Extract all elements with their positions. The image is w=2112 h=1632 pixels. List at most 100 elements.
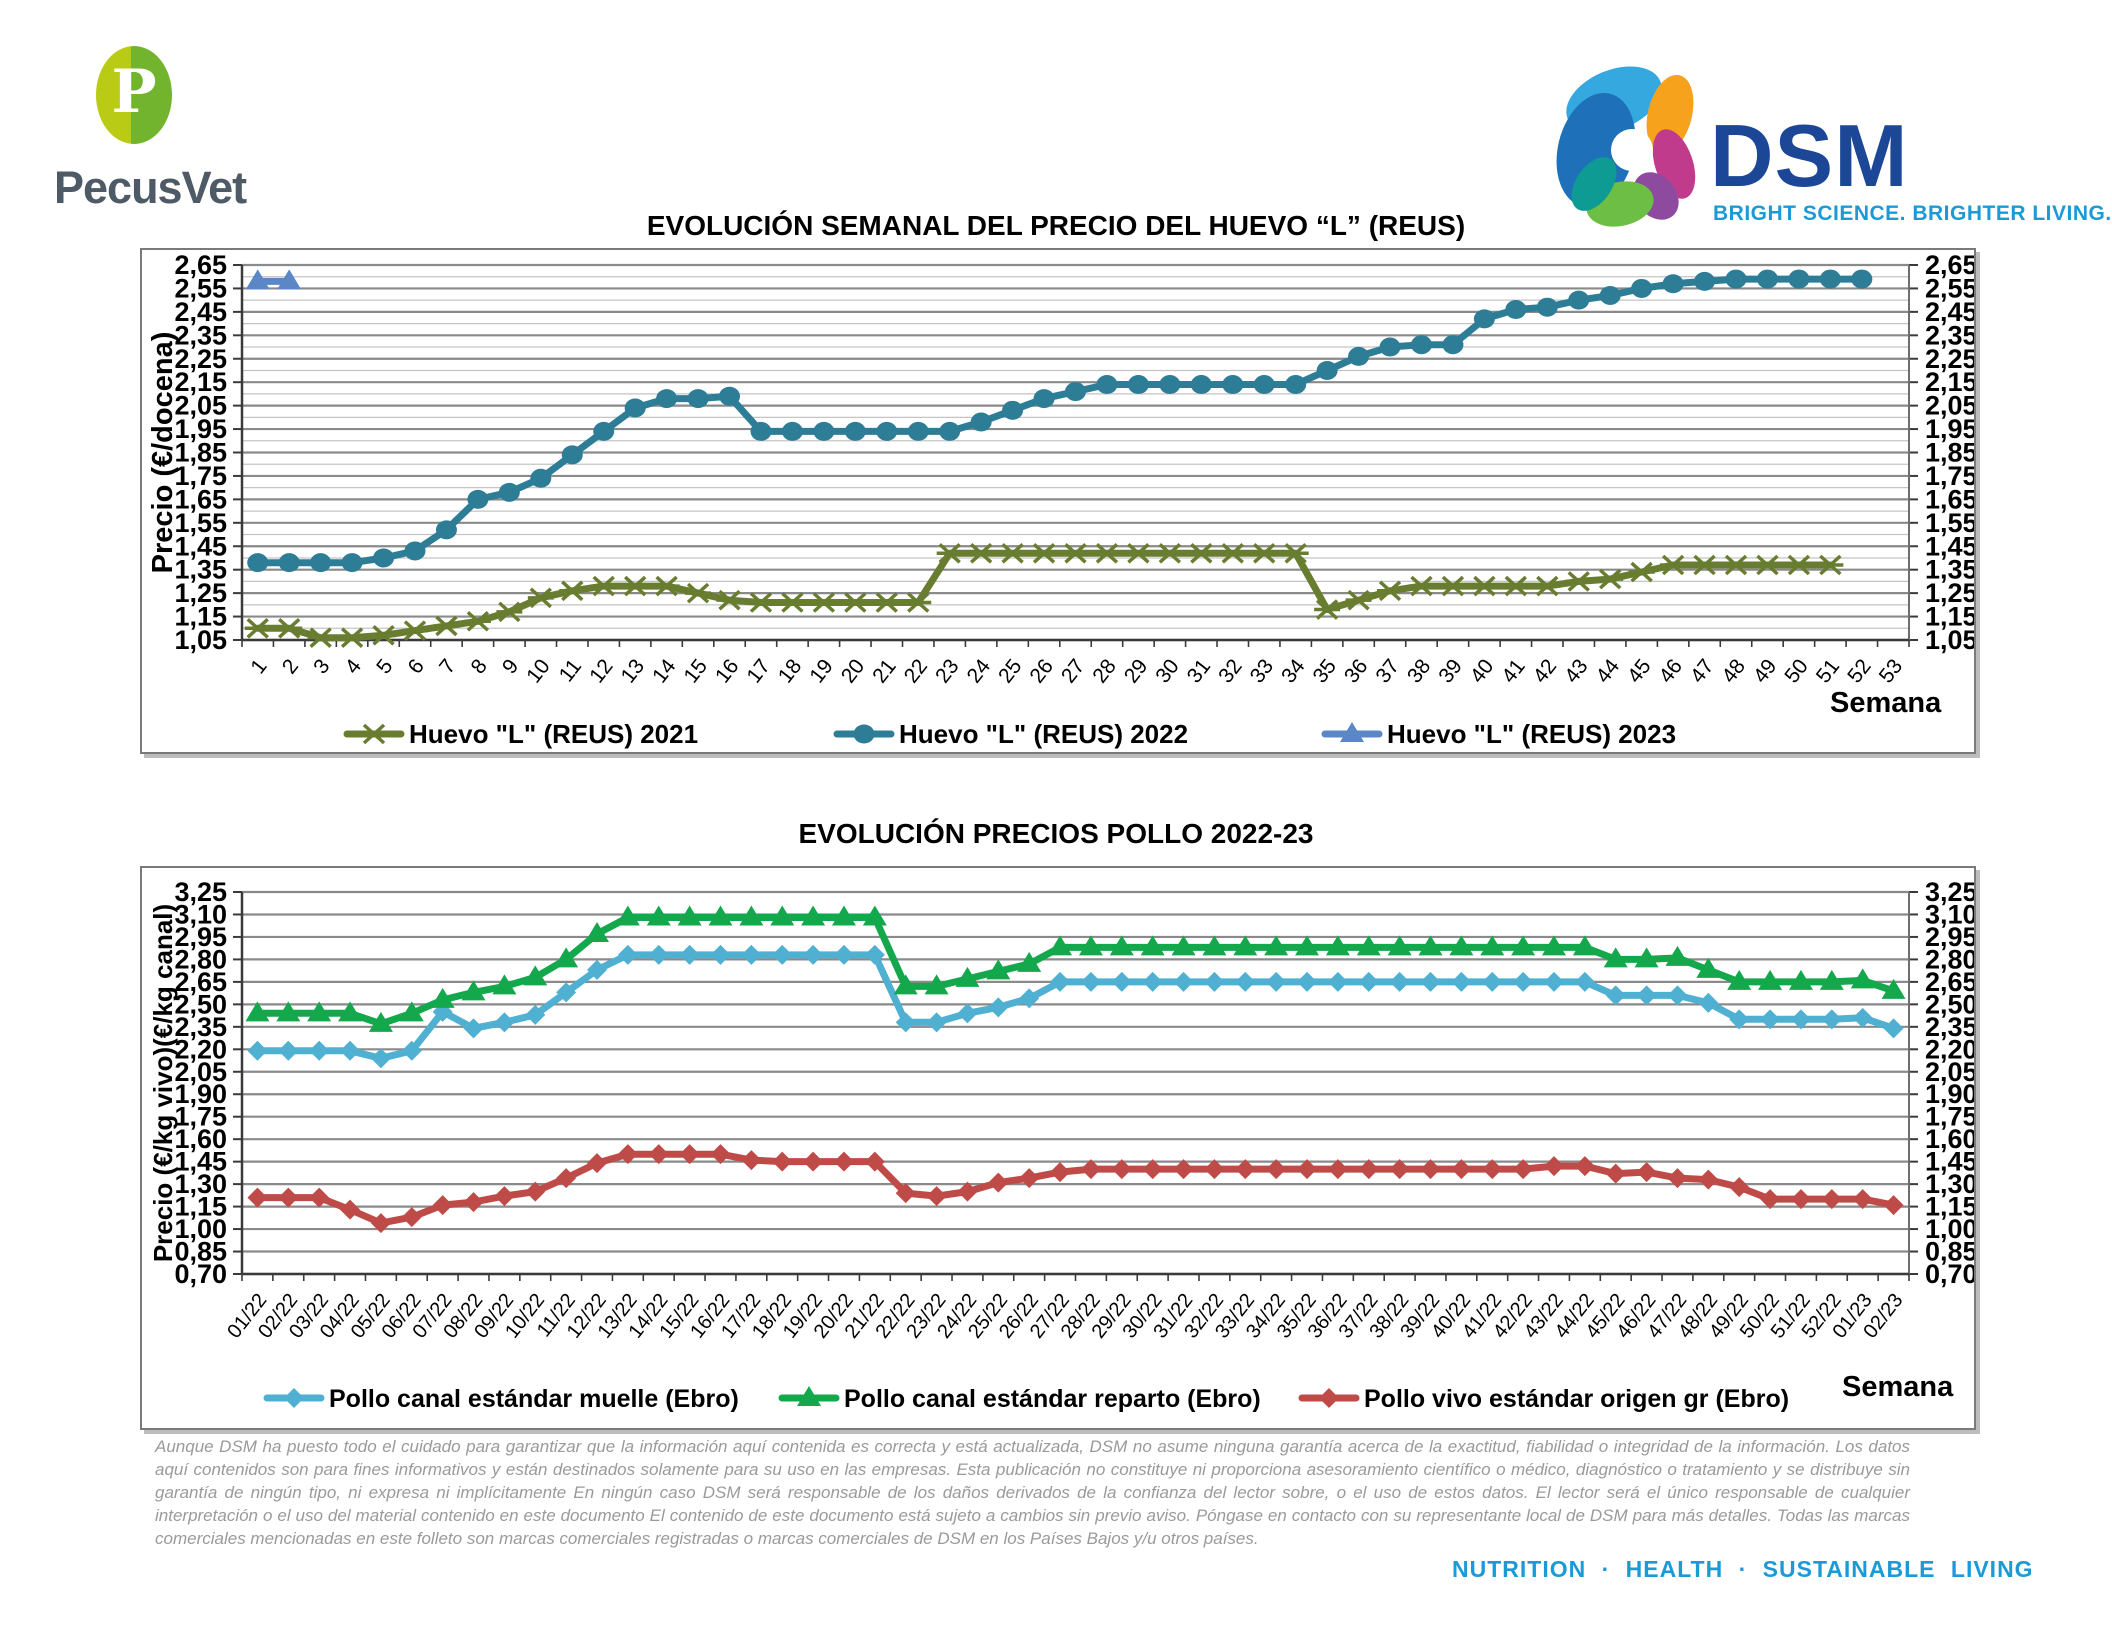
egg-price-chart-canvas: 1,05 1,051,15 1,151,25 1,251,35 1,351,45 1,45… (147, 250, 1974, 749)
svg-text:2,20: 2,20 (174, 1034, 227, 1064)
svg-text:1,45: 1,45 (1925, 1147, 1974, 1177)
svg-text:1,00: 1,00 (174, 1214, 227, 1244)
svg-text:3,10: 3,10 (174, 899, 227, 929)
svg-text:1,75: 1,75 (1925, 1102, 1974, 1132)
svg-text:Huevo "L" (REUS) 2022: Huevo "L" (REUS) 2022 (899, 719, 1188, 749)
svg-text:32: 32 (1214, 655, 1247, 688)
svg-text:39: 39 (1434, 655, 1467, 688)
svg-text:25: 25 (994, 655, 1027, 688)
svg-text:2,05: 2,05 (174, 391, 227, 421)
svg-text:21: 21 (868, 655, 901, 688)
svg-text:2,35: 2,35 (1925, 320, 1974, 350)
svg-text:3: 3 (309, 655, 334, 678)
svg-text:1,85: 1,85 (1925, 438, 1974, 468)
plot-area: 0,70 0,700,85 0,851,00 1,001,15 1,151,30 1,30… (174, 877, 1974, 1343)
svg-text:1,75: 1,75 (174, 1102, 227, 1132)
svg-text:2,25: 2,25 (1925, 344, 1974, 374)
svg-text:50: 50 (1780, 655, 1813, 688)
svg-text:33: 33 (1246, 655, 1279, 688)
svg-text:1,00: 1,00 (1925, 1214, 1974, 1244)
svg-text:1,90: 1,90 (174, 1079, 227, 1109)
svg-text:2,65: 2,65 (1925, 250, 1974, 280)
svg-text:43: 43 (1560, 655, 1593, 688)
svg-text:1: 1 (246, 655, 271, 678)
svg-text:46: 46 (1655, 655, 1688, 688)
x-axis-title: Semana (1830, 687, 1942, 719)
svg-text:0,70: 0,70 (174, 1259, 227, 1289)
series-diamond (247, 1144, 1904, 1234)
svg-text:Pollo canal estándar muelle (E: Pollo canal estándar muelle (Ebro) (329, 1385, 739, 1413)
svg-text:Pollo vivo estándar origen gr: Pollo vivo estándar origen gr (Ebro) (1364, 1385, 1789, 1413)
svg-text:1,65: 1,65 (174, 484, 227, 514)
svg-text:2,05: 2,05 (1925, 391, 1974, 421)
svg-text:1,15: 1,15 (174, 1192, 227, 1222)
svg-text:35: 35 (1309, 655, 1342, 688)
svg-text:1,35: 1,35 (174, 555, 227, 585)
svg-text:22: 22 (900, 655, 933, 688)
svg-text:2,35: 2,35 (174, 1012, 227, 1042)
chicken-chart-title: EVOLUCIÓN PRECIOS POLLO 2022-23 (798, 818, 1314, 849)
svg-text:2,20: 2,20 (1925, 1034, 1974, 1064)
svg-text:2,95: 2,95 (1925, 922, 1974, 952)
egg-price-chart: 1,05 1,05 1,15 1,15 1,25 1,25 1,35 1,35 1,45 1,45… (140, 248, 1976, 754)
svg-text:2,65: 2,65 (174, 250, 227, 280)
x-axis-title: Semana (1842, 1371, 1954, 1403)
dsm-logo-text: DSM (1710, 106, 1909, 205)
svg-text:0,85: 0,85 (1925, 1237, 1974, 1267)
svg-text:2,80: 2,80 (174, 944, 227, 974)
svg-text:1,15: 1,15 (1925, 602, 1974, 632)
svg-text:41: 41 (1497, 655, 1530, 688)
series-triangle (245, 269, 302, 290)
svg-text:1,90: 1,90 (1925, 1079, 1974, 1109)
series-circle (247, 269, 1873, 573)
svg-text:1,75: 1,75 (174, 461, 227, 491)
svg-text:2,45: 2,45 (174, 297, 227, 327)
svg-text:42: 42 (1529, 655, 1562, 688)
pecusvet-monogram: P (111, 57, 157, 127)
svg-text:1,60: 1,60 (174, 1124, 227, 1154)
svg-text:2,25: 2,25 (174, 344, 227, 374)
svg-text:3,25: 3,25 (174, 877, 227, 907)
svg-text:2,45: 2,45 (1925, 297, 1974, 327)
svg-text:18: 18 (774, 655, 807, 688)
svg-text:2,95: 2,95 (174, 922, 227, 952)
svg-text:2,15: 2,15 (1925, 367, 1974, 397)
svg-text:Pollo canal estándar reparto (: Pollo canal estándar reparto (Ebro) (844, 1385, 1261, 1413)
svg-text:1,45: 1,45 (1925, 531, 1974, 561)
svg-text:1,60: 1,60 (1925, 1124, 1974, 1154)
svg-text:1,55: 1,55 (174, 508, 227, 538)
svg-text:1,15: 1,15 (1925, 1192, 1974, 1222)
svg-text:2,65: 2,65 (174, 967, 227, 997)
svg-text:1,95: 1,95 (174, 414, 227, 444)
y-axis-title: Precio (€/kg vivo)(€/kg canal) (148, 904, 178, 1262)
legend: Huevo "L" (REUS) 2021 Huevo "L" (REUS) 20… (343, 719, 1676, 749)
svg-text:26: 26 (1025, 655, 1058, 688)
svg-text:19: 19 (805, 655, 838, 688)
svg-text:14: 14 (648, 655, 681, 688)
pecusvet-logo-text: PecusVet (54, 162, 247, 213)
svg-text:1,30: 1,30 (174, 1169, 227, 1199)
svg-text:28: 28 (1088, 655, 1121, 688)
svg-text:24: 24 (963, 655, 996, 688)
svg-text:1,15: 1,15 (174, 602, 227, 632)
svg-text:37: 37 (1371, 655, 1404, 688)
svg-text:1,45: 1,45 (174, 1147, 227, 1177)
dsm-tagline: BRIGHT SCIENCE. BRIGHTER LIVING. (1713, 202, 2112, 225)
svg-text:53: 53 (1875, 655, 1908, 688)
svg-text:1,30: 1,30 (1925, 1169, 1974, 1199)
svg-text:2,55: 2,55 (1925, 273, 1974, 303)
svg-text:4: 4 (341, 655, 367, 679)
svg-text:Huevo "L" (REUS) 2021: Huevo "L" (REUS) 2021 (409, 719, 698, 749)
svg-text:2,50: 2,50 (1925, 989, 1974, 1019)
series-star (244, 542, 1844, 648)
series-diamond (247, 944, 1904, 1069)
svg-text:Huevo "L" (REUS) 2023: Huevo "L" (REUS) 2023 (1387, 719, 1676, 749)
svg-text:0,85: 0,85 (174, 1237, 227, 1267)
svg-text:17: 17 (742, 655, 775, 688)
svg-text:16: 16 (711, 655, 744, 688)
y-axis-title: Precio (€/docena) (147, 332, 179, 574)
svg-text:1,65: 1,65 (1925, 484, 1974, 514)
chicken-price-chart: 0,70 0,70 0,85 0,85 1,00 1,00 1,15 1,15 1,30 1,30… (140, 866, 1976, 1430)
svg-text:2: 2 (278, 655, 303, 678)
